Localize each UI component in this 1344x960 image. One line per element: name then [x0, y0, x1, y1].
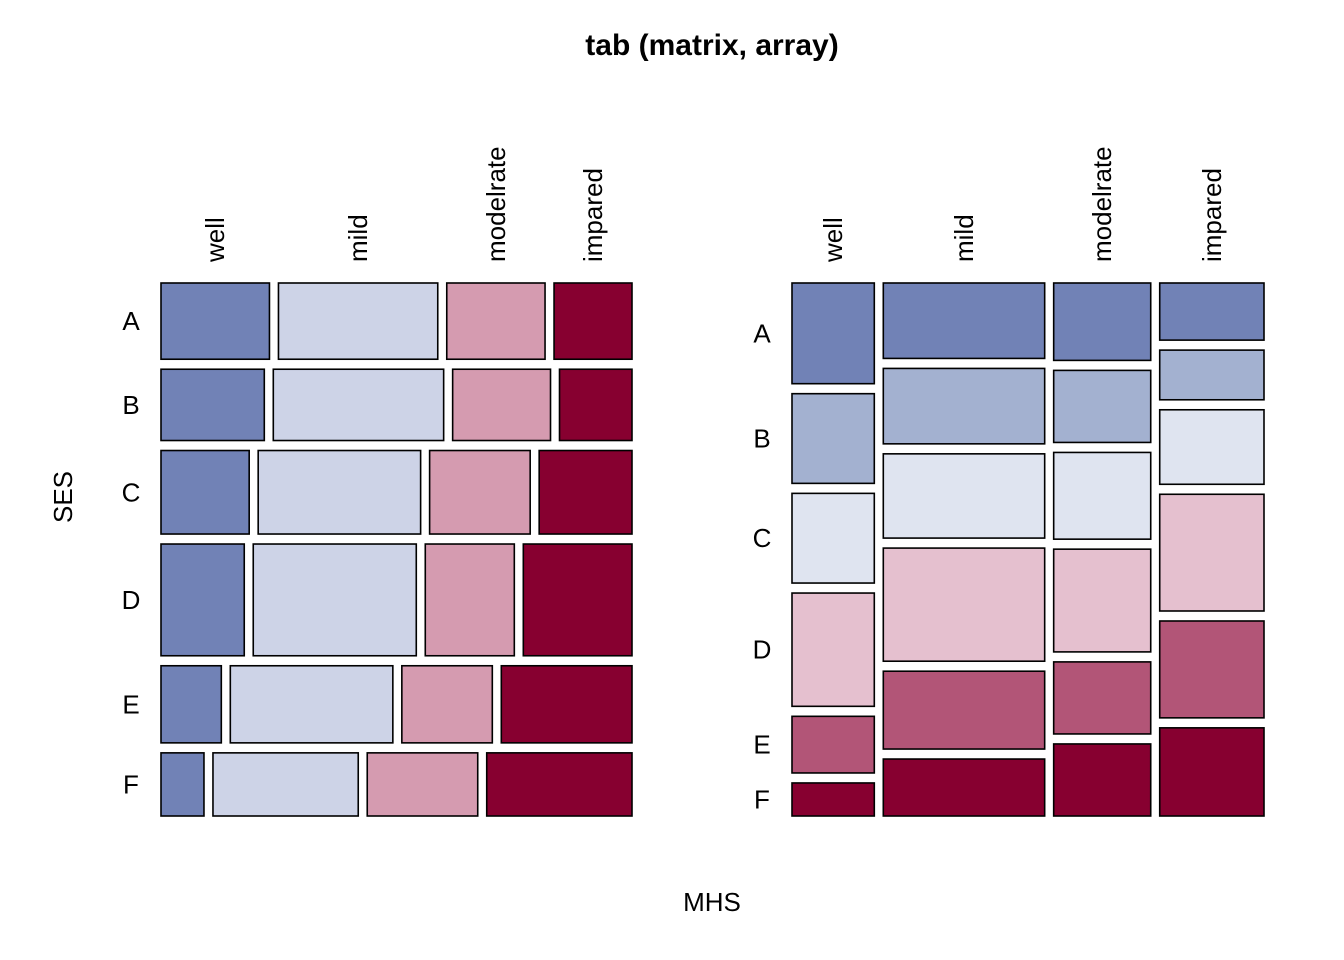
mosaic-cell-left-E-modelrate — [401, 664, 494, 744]
row-label-right-F: F — [754, 784, 770, 814]
mosaic-cell-left-D-modelrate — [424, 543, 516, 657]
mosaic-cell-right-well-C — [791, 492, 876, 584]
mosaic-cell-left-F-mild — [212, 752, 360, 817]
col-label-right-well: well — [818, 217, 848, 263]
mosaic-cell-left-B-impared — [558, 368, 633, 442]
chart-title: tab (matrix, array) — [585, 29, 838, 62]
mosaic-cell-left-E-well — [160, 664, 223, 744]
row-label-right-E: E — [753, 730, 770, 760]
mosaic-cell-left-E-impared — [500, 664, 633, 744]
mosaic-cell-left-A-well — [160, 282, 271, 361]
mosaic-cell-right-modelrate-C — [1052, 451, 1152, 540]
row-label-left-B: B — [122, 390, 139, 420]
col-label-left-impared: impared — [578, 168, 608, 262]
row-label-left-A: A — [122, 306, 140, 336]
row-label-left-D: D — [122, 585, 141, 615]
mosaic-cell-right-modelrate-F — [1052, 743, 1152, 817]
mosaic-cell-left-C-impared — [538, 449, 633, 535]
row-label-left-F: F — [123, 769, 139, 799]
mosaic-cell-left-A-modelrate — [445, 282, 546, 361]
mosaic-cell-left-F-modelrate — [366, 752, 479, 817]
row-label-right-B: B — [753, 424, 770, 454]
mosaic-cell-left-D-well — [160, 543, 246, 657]
mosaic-cell-right-mild-C — [882, 453, 1046, 539]
col-label-right-modelrate: modelrate — [1087, 146, 1117, 262]
mosaic-cell-right-mild-D — [882, 547, 1046, 663]
mosaic-cell-left-C-mild — [257, 449, 422, 535]
col-label-right-impared: impared — [1197, 168, 1227, 262]
mosaic-cell-right-well-D — [791, 592, 876, 708]
mosaic-cell-right-mild-F — [882, 758, 1046, 817]
mosaic-cell-right-impared-B — [1158, 349, 1265, 401]
mosaic-cell-right-modelrate-E — [1052, 661, 1152, 735]
mosaic-cell-left-D-impared — [522, 543, 633, 657]
mosaic-cell-right-impared-E — [1158, 620, 1265, 719]
mosaic-cell-right-mild-A — [882, 282, 1046, 360]
mosaic-cell-right-mild-B — [882, 367, 1046, 445]
mosaic-cell-left-F-impared — [485, 752, 633, 817]
mosaic-cell-right-modelrate-B — [1052, 369, 1152, 444]
row-label-left-E: E — [122, 689, 139, 719]
mosaic-cell-right-impared-F — [1158, 727, 1265, 817]
mosaic-cell-left-C-well — [160, 449, 250, 535]
row-label-right-C: C — [753, 523, 772, 553]
row-label-left-C: C — [122, 477, 141, 507]
mosaic-cell-right-modelrate-D — [1052, 548, 1152, 653]
mosaic-cell-right-impared-C — [1158, 408, 1265, 486]
mosaic-cell-right-modelrate-A — [1052, 282, 1152, 362]
x-axis-label: MHS — [683, 887, 741, 917]
mosaic-cell-left-A-impared — [553, 282, 633, 361]
mosaic-cell-right-well-F — [791, 782, 876, 817]
mosaic-cell-right-well-E — [791, 715, 876, 774]
row-label-right-D: D — [753, 635, 772, 665]
mosaic-cell-right-well-B — [791, 392, 876, 485]
mosaic-cell-left-E-mild — [229, 664, 394, 744]
col-label-right-mild: mild — [949, 214, 979, 262]
mosaic-cell-left-F-well — [160, 752, 205, 817]
col-label-left-mild: mild — [343, 214, 373, 262]
col-label-left-modelrate: modelrate — [481, 146, 511, 262]
mosaic-cell-right-mild-E — [882, 670, 1046, 750]
mosaic-cell-left-B-modelrate — [451, 368, 552, 442]
mosaic-cell-right-impared-D — [1158, 493, 1265, 612]
mosaic-cell-left-D-mild — [252, 543, 418, 657]
row-label-right-A: A — [753, 318, 771, 348]
y-axis-label: SES — [48, 471, 78, 523]
mosaic-cell-right-impared-A — [1158, 282, 1265, 341]
col-label-left-well: well — [200, 217, 230, 263]
mosaic-cell-right-well-A — [791, 282, 876, 385]
mosaic-cell-left-B-mild — [272, 368, 445, 442]
mosaic-cell-left-B-well — [160, 368, 266, 442]
mosaic-cell-left-C-modelrate — [428, 449, 531, 535]
mosaic-cell-left-A-mild — [277, 282, 439, 361]
